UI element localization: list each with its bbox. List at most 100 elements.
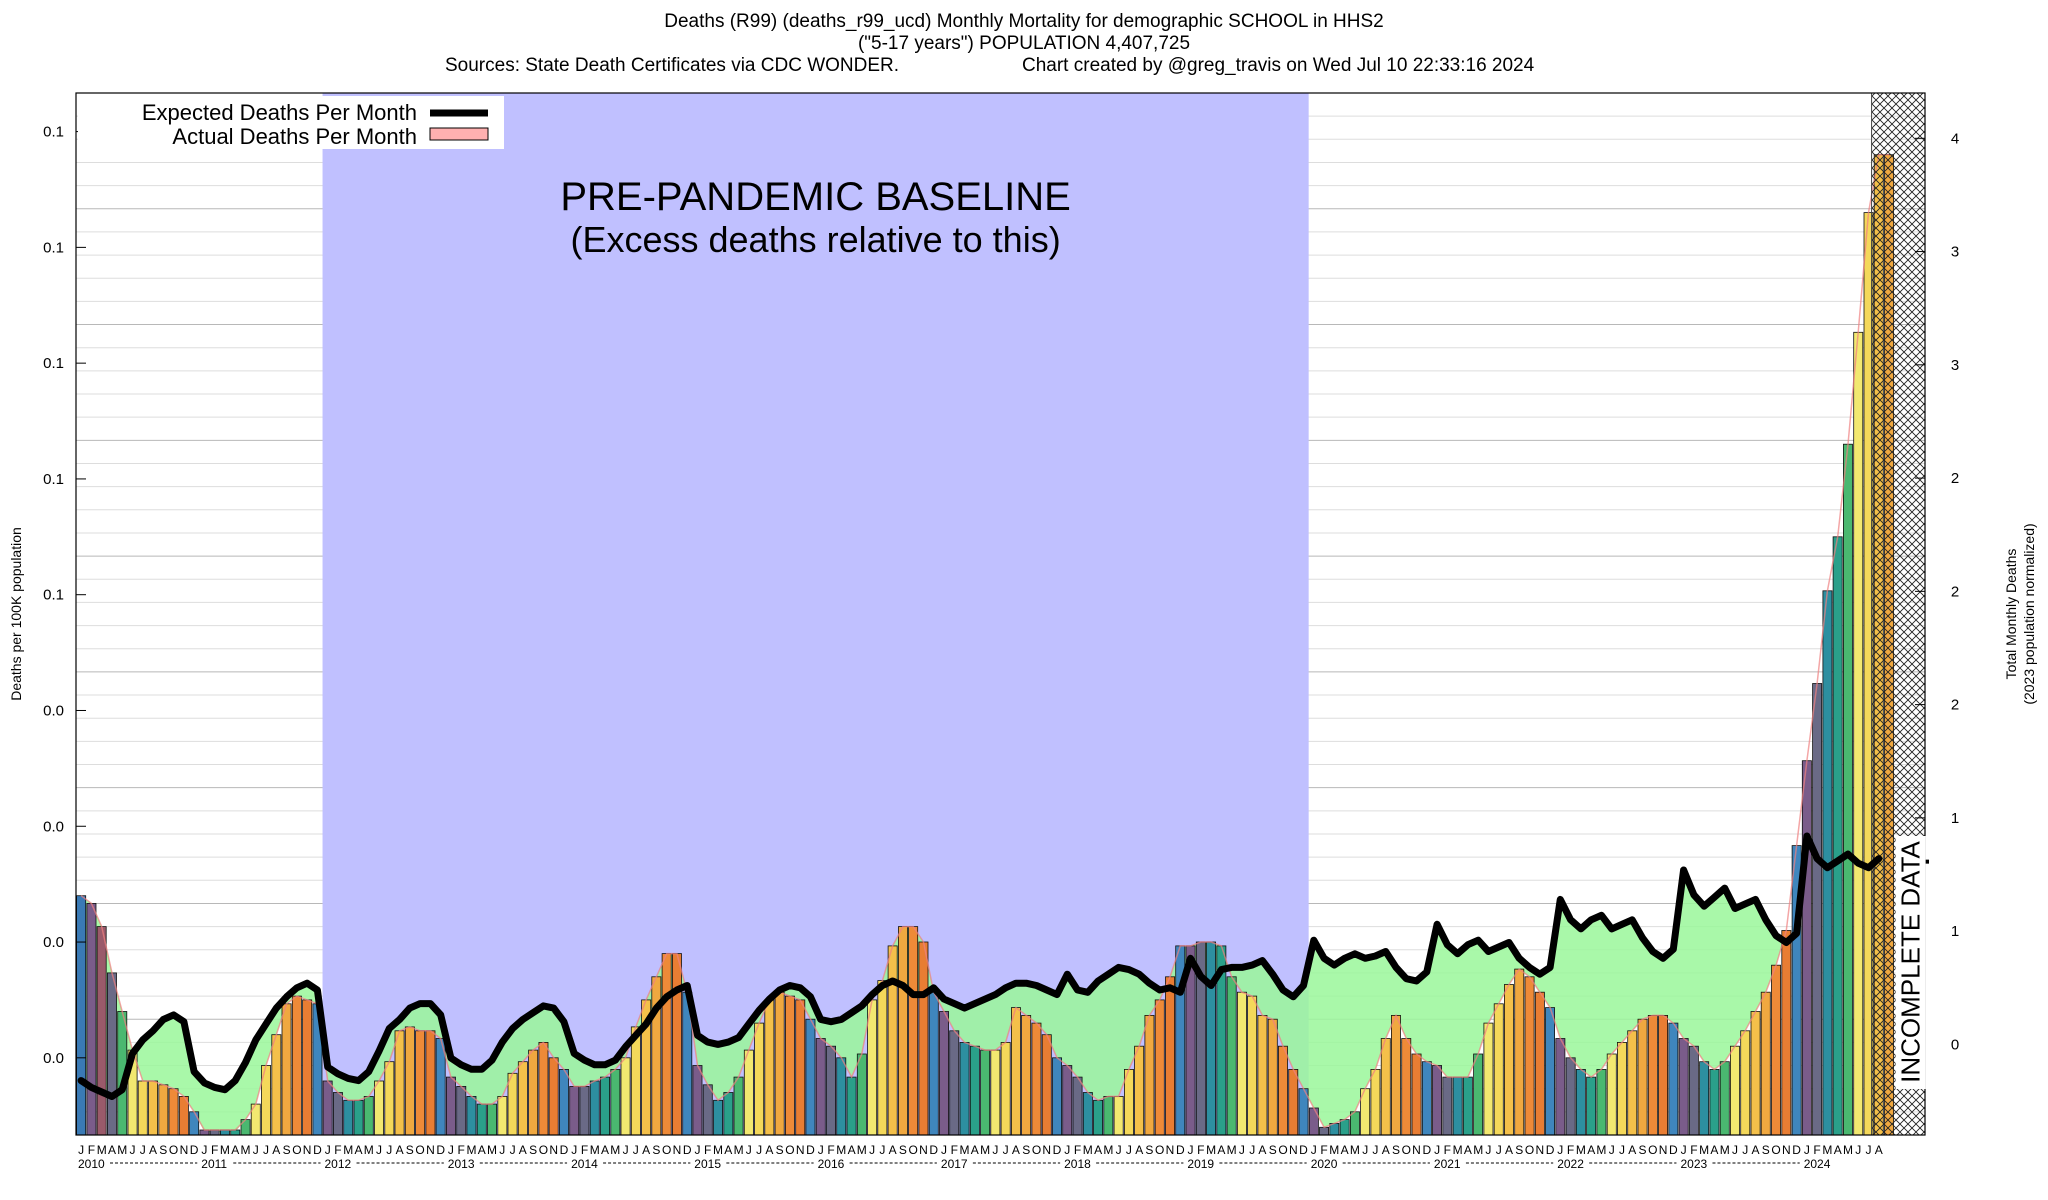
actual-bar xyxy=(1586,1076,1597,1136)
month-label: S xyxy=(776,1143,784,1157)
actual-bar xyxy=(517,1061,528,1136)
plot-frame xyxy=(75,92,1926,1136)
actual-bar xyxy=(353,1099,364,1136)
month-label: A xyxy=(1094,1143,1102,1157)
actual-bar xyxy=(908,926,919,1136)
month-label: J xyxy=(376,1143,382,1157)
year-label: 2024 xyxy=(1804,1157,1831,1171)
actual-bar xyxy=(1103,1096,1114,1136)
month-label: M xyxy=(97,1143,107,1157)
actual-bar xyxy=(1812,683,1823,1136)
month-label: M xyxy=(1843,1143,1853,1157)
month-label: A xyxy=(1628,1143,1636,1157)
actual-bar xyxy=(1801,760,1812,1136)
actual-bar xyxy=(836,1057,847,1136)
actual-bar xyxy=(1483,1022,1494,1136)
actual-bar xyxy=(291,995,302,1136)
month-label: F xyxy=(951,1143,958,1157)
actual-bar xyxy=(610,1069,621,1136)
actual-bar xyxy=(1514,968,1525,1136)
month-label: J xyxy=(499,1143,505,1157)
month-label: S xyxy=(899,1143,907,1157)
actual-bar xyxy=(1504,984,1514,1136)
month-label: A xyxy=(1464,1143,1472,1157)
y-tick-label: 0.0 xyxy=(43,818,64,835)
actual-bar xyxy=(1267,1018,1278,1136)
month-label: M xyxy=(467,1143,477,1157)
y2-tick-label: 4 xyxy=(1951,130,1959,147)
actual-bar xyxy=(394,1030,405,1136)
month-label: J xyxy=(623,1143,629,1157)
month-label: N xyxy=(673,1143,682,1157)
month-label: J xyxy=(746,1143,752,1157)
month-label: J xyxy=(1372,1143,1378,1157)
month-label: A xyxy=(601,1143,609,1157)
month-label: A xyxy=(1875,1143,1883,1157)
actual-bar xyxy=(1421,1061,1432,1136)
month-label: J xyxy=(78,1143,84,1157)
y-tick-label: 0.1 xyxy=(43,355,64,372)
actual-bar xyxy=(363,1096,374,1136)
month-label: O xyxy=(1648,1143,1657,1157)
month-label: F xyxy=(827,1143,834,1157)
actual-bar xyxy=(1052,1057,1063,1136)
month-label: M xyxy=(117,1143,127,1157)
year-label: 2023 xyxy=(1681,1157,1708,1171)
actual-bar xyxy=(559,1069,569,1136)
actual-bar xyxy=(1288,1069,1299,1136)
month-label: N xyxy=(426,1143,435,1157)
actual-bar xyxy=(107,972,117,1136)
actual-bar xyxy=(487,1103,498,1136)
actual-bar xyxy=(1380,1038,1391,1136)
month-label: F xyxy=(1813,1143,1820,1157)
month-label: M xyxy=(1720,1143,1730,1157)
excess-fill xyxy=(81,870,1787,1132)
month-label: N xyxy=(1535,1143,1544,1157)
actual-bar xyxy=(1278,1045,1288,1136)
excess-area xyxy=(81,870,1787,1132)
actual-bar xyxy=(589,1080,600,1136)
month-label: M xyxy=(857,1143,867,1157)
month-label: N xyxy=(180,1143,189,1157)
actual-bar xyxy=(374,1080,385,1136)
year-label: 2017 xyxy=(941,1157,968,1171)
month-label: J xyxy=(263,1143,269,1157)
month-label: M xyxy=(590,1143,600,1157)
actual-bar xyxy=(959,1042,970,1136)
actual-bar xyxy=(1740,1030,1751,1136)
y2-tick-label: 1 xyxy=(1951,923,1959,940)
month-label: J xyxy=(510,1143,516,1157)
month-label: M xyxy=(1329,1143,1339,1157)
actual-bar xyxy=(1072,1076,1083,1136)
month-label: M xyxy=(241,1143,251,1157)
actual-bar xyxy=(1709,1069,1720,1136)
actual-bar xyxy=(302,999,313,1136)
month-label: O xyxy=(785,1143,794,1157)
actual-bar xyxy=(281,1003,292,1136)
actual-bar xyxy=(1350,1111,1360,1136)
actual-bar xyxy=(158,1084,169,1136)
actual-bar xyxy=(579,1086,590,1136)
legend-expected-label: Expected Deaths Per Month xyxy=(142,100,417,125)
year-label: 2018 xyxy=(1064,1157,1091,1171)
month-label: M xyxy=(1083,1143,1093,1157)
month-label: J xyxy=(1362,1143,1368,1157)
year-label: 2022 xyxy=(1557,1157,1584,1171)
month-label: J xyxy=(1003,1143,1009,1157)
actual-bar xyxy=(1021,1015,1032,1136)
actual-bar xyxy=(1339,1119,1350,1136)
axes xyxy=(75,92,1926,1164)
actual-bar xyxy=(1617,1042,1627,1136)
y2-tick-label: 0 xyxy=(1951,1036,1959,1053)
actual-bar xyxy=(1853,331,1864,1136)
actual-bar xyxy=(1154,999,1165,1136)
month-label: F xyxy=(581,1143,588,1157)
month-label: D xyxy=(560,1143,569,1157)
month-label: A xyxy=(1135,1143,1143,1157)
month-label: J xyxy=(448,1143,454,1157)
y2-axis-label-line1: Total Monthly Deaths xyxy=(2003,549,2019,680)
month-label: A xyxy=(1012,1143,1020,1157)
actual-bar xyxy=(96,926,107,1136)
actual-bar xyxy=(1134,1045,1145,1136)
month-label: S xyxy=(652,1143,660,1157)
